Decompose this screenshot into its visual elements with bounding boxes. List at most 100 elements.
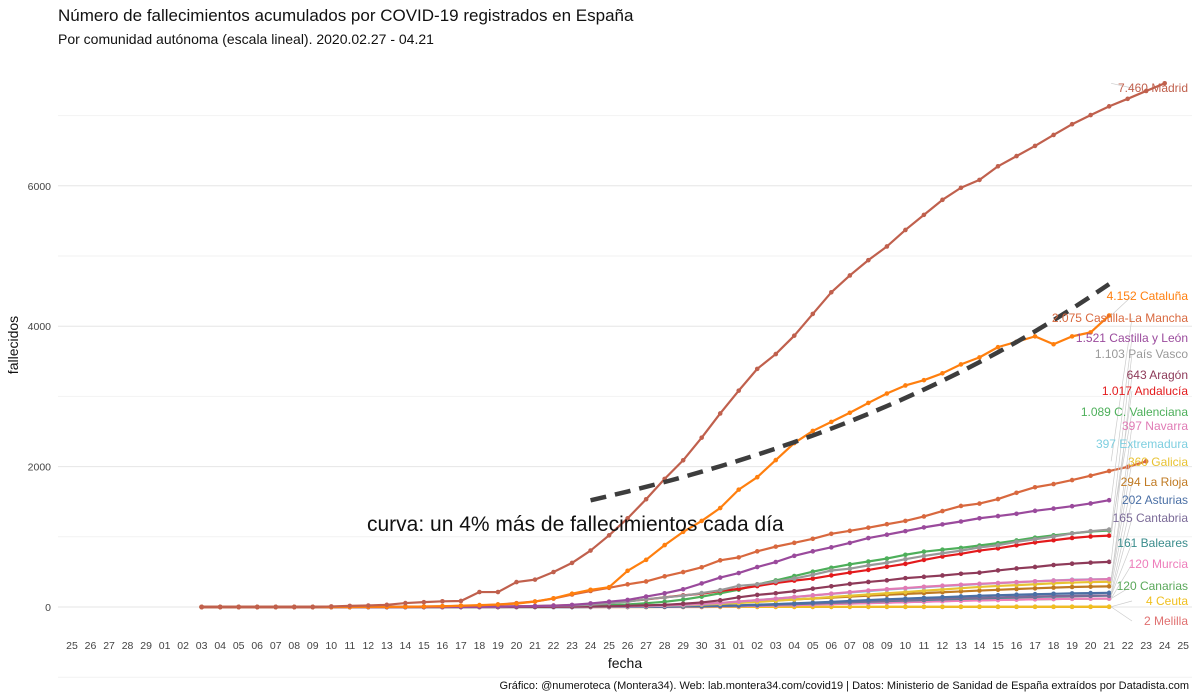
data-point bbox=[995, 496, 1001, 502]
series-line-catalu-a bbox=[201, 314, 1110, 609]
data-point bbox=[1106, 604, 1112, 610]
data-point bbox=[1014, 604, 1019, 610]
data-point bbox=[866, 604, 871, 610]
reference-curve bbox=[590, 282, 1111, 503]
data-point bbox=[977, 355, 982, 360]
x-tick-label: 08 bbox=[288, 640, 300, 652]
x-tick-label: 27 bbox=[640, 640, 652, 652]
data-point bbox=[662, 591, 667, 596]
data-point bbox=[551, 603, 556, 608]
x-tick-label: 15 bbox=[992, 640, 1004, 652]
data-point bbox=[847, 598, 853, 604]
data-point bbox=[551, 569, 556, 575]
data-point bbox=[810, 576, 816, 581]
label-leader bbox=[1110, 499, 1133, 593]
data-point bbox=[1088, 534, 1093, 539]
data-point bbox=[1069, 535, 1075, 541]
series-end-label: 161 Baleares bbox=[1117, 536, 1188, 550]
x-tick-label: 02 bbox=[177, 640, 189, 652]
data-point bbox=[810, 593, 816, 598]
data-point bbox=[995, 163, 1001, 169]
label-leader bbox=[1110, 295, 1133, 316]
data-point bbox=[1051, 341, 1056, 347]
data-point bbox=[717, 505, 723, 511]
data-point bbox=[940, 508, 945, 514]
data-point bbox=[495, 589, 501, 595]
data-point bbox=[1051, 132, 1056, 138]
x-axis-ticks: 25 26 27 28 29 01 02 03 04 05 06 07 08 09 10 11 12 13 14 15… bbox=[66, 640, 1189, 652]
label-leader bbox=[1110, 542, 1133, 596]
series-end-label: 165 Cantabria bbox=[1113, 511, 1189, 525]
data-point bbox=[1106, 313, 1112, 318]
data-point bbox=[754, 582, 760, 587]
data-point bbox=[1032, 591, 1038, 597]
data-point bbox=[680, 593, 686, 598]
data-point bbox=[903, 552, 908, 558]
data-point bbox=[903, 556, 908, 562]
data-point bbox=[995, 513, 1001, 519]
x-tick-label: 31 bbox=[714, 640, 726, 652]
data-point bbox=[1088, 560, 1093, 565]
data-point bbox=[569, 602, 575, 608]
data-point bbox=[773, 351, 779, 357]
data-point bbox=[1106, 468, 1112, 474]
data-point bbox=[588, 601, 593, 606]
data-point bbox=[217, 604, 223, 610]
data-point bbox=[773, 590, 779, 596]
label-leader bbox=[1110, 585, 1133, 599]
data-point bbox=[643, 557, 649, 563]
data-point bbox=[1051, 604, 1056, 610]
series-end-label: 1.103 País Vasco bbox=[1095, 347, 1188, 361]
data-point bbox=[866, 597, 871, 603]
data-point bbox=[1088, 473, 1093, 479]
data-point bbox=[1032, 604, 1038, 610]
data-point bbox=[1014, 511, 1019, 517]
data-point bbox=[958, 582, 964, 588]
data-point bbox=[1014, 586, 1019, 592]
data-point bbox=[903, 518, 908, 524]
data-point bbox=[810, 586, 816, 591]
data-point bbox=[662, 542, 667, 548]
data-point bbox=[903, 227, 908, 233]
data-point bbox=[995, 580, 1001, 586]
x-tick-label: 05 bbox=[233, 640, 245, 652]
data-point bbox=[1069, 591, 1075, 596]
x-tick-label: 04 bbox=[214, 640, 226, 652]
data-point bbox=[625, 603, 630, 609]
data-point bbox=[514, 579, 519, 585]
data-point bbox=[1051, 562, 1056, 568]
data-point bbox=[977, 588, 982, 593]
data-point bbox=[699, 581, 704, 586]
series-end-label: 294 La Rioja bbox=[1121, 475, 1189, 489]
data-point bbox=[829, 583, 834, 589]
data-point bbox=[940, 583, 945, 589]
data-point bbox=[884, 532, 890, 537]
x-tick-label: 12 bbox=[362, 640, 374, 652]
data-point bbox=[940, 522, 945, 527]
data-point bbox=[866, 567, 871, 573]
data-point bbox=[717, 598, 723, 603]
data-point bbox=[1032, 143, 1038, 149]
data-point bbox=[921, 595, 927, 601]
label-leader bbox=[1110, 517, 1133, 596]
x-tick-label: 29 bbox=[677, 640, 689, 652]
x-tick-label: 29 bbox=[140, 640, 152, 652]
data-point bbox=[1088, 501, 1093, 506]
data-point bbox=[1162, 81, 1167, 86]
data-point bbox=[829, 573, 834, 578]
data-point bbox=[791, 576, 797, 581]
data-point bbox=[921, 212, 927, 218]
data-point bbox=[1069, 121, 1075, 127]
series-end-label: 4 Ceuta bbox=[1146, 594, 1188, 608]
data-point bbox=[1032, 540, 1038, 545]
x-tick-label: 14 bbox=[974, 640, 986, 652]
data-point bbox=[958, 548, 964, 553]
x-tick-label: 13 bbox=[381, 640, 393, 652]
data-point bbox=[1088, 604, 1093, 610]
data-point bbox=[810, 311, 816, 317]
data-point bbox=[643, 496, 649, 502]
data-point bbox=[717, 558, 723, 563]
series-end-label: 2.075 Castilla-La Mancha bbox=[1052, 311, 1188, 325]
data-point bbox=[903, 604, 908, 610]
